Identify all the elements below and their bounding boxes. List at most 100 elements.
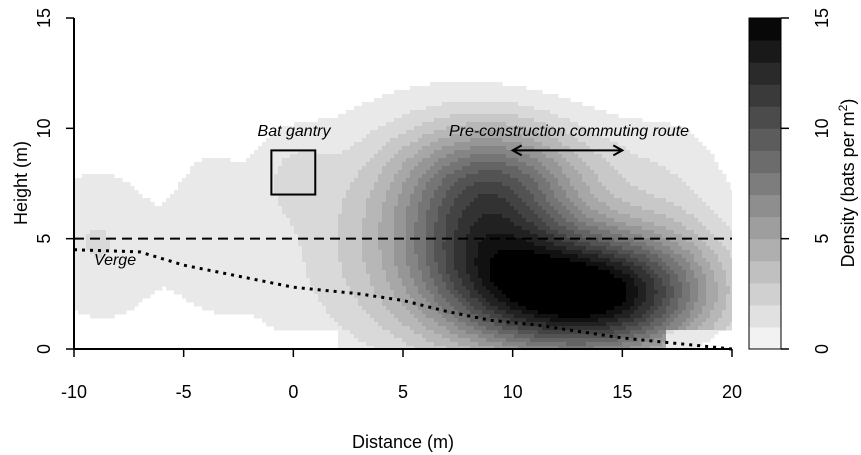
heatmap-cell (374, 178, 379, 183)
heatmap-cell (382, 242, 387, 247)
heatmap-cell (410, 146, 415, 151)
heatmap-cell (394, 342, 399, 347)
heatmap-cell (458, 90, 463, 95)
heatmap-cell (342, 294, 347, 299)
heatmap-cell (422, 122, 427, 127)
heatmap-cell (462, 218, 467, 223)
heatmap-cell (126, 182, 131, 187)
heatmap-cell (130, 234, 135, 239)
heatmap-cell (142, 198, 147, 203)
heatmap-cell (246, 270, 251, 275)
heatmap-cell (190, 202, 195, 207)
heatmap-cell (318, 158, 323, 163)
heatmap-cell (414, 222, 419, 227)
heatmap-cell (98, 262, 103, 267)
heatmap-cell (218, 190, 223, 195)
heatmap-cell (350, 218, 355, 223)
heatmap-cell (286, 326, 291, 331)
heatmap-cell (370, 134, 375, 139)
heatmap-cell (290, 146, 295, 151)
heatmap-cell (282, 310, 287, 315)
heatmap-cell (310, 218, 315, 223)
heatmap-cell (366, 266, 371, 271)
heatmap-cell (182, 222, 187, 227)
heatmap-cell (470, 110, 475, 115)
heatmap-cell (474, 186, 479, 191)
heatmap-cell (350, 262, 355, 267)
heatmap-cell (454, 150, 459, 155)
heatmap-cell (222, 302, 227, 307)
heatmap-cell (354, 110, 359, 115)
heatmap-cell (394, 170, 399, 175)
heatmap-cell (422, 242, 427, 247)
heatmap-cell (210, 298, 215, 303)
heatmap-cell (306, 266, 311, 271)
heatmap-cell (314, 214, 319, 219)
heatmap-cell (370, 330, 375, 335)
heatmap-cell (134, 290, 139, 295)
heatmap-cell (322, 258, 327, 263)
heatmap-cell (398, 194, 403, 199)
heatmap-cell (402, 110, 407, 115)
heatmap-cell (310, 158, 315, 163)
heatmap-cell (274, 194, 279, 199)
heatmap-cell (378, 190, 383, 195)
heatmap-cell (214, 194, 219, 199)
heatmap-cell (158, 282, 163, 287)
heatmap-cell (98, 190, 103, 195)
heatmap-cell (466, 158, 471, 163)
heatmap-cell (442, 238, 447, 243)
heatmap-cell (362, 234, 367, 239)
heatmap-cell (198, 198, 203, 203)
heatmap-cell (394, 290, 399, 295)
heatmap-cell (446, 218, 451, 223)
heatmap-cell (486, 174, 491, 179)
heatmap-cell (290, 162, 295, 167)
heatmap-cell (434, 242, 439, 247)
heatmap-cell (378, 222, 383, 227)
heatmap-cell (462, 326, 467, 331)
heatmap-cell (366, 234, 371, 239)
heatmap-cell (138, 266, 143, 271)
heatmap-cell (406, 286, 411, 291)
heatmap-cell (402, 202, 407, 207)
heatmap-cell (162, 218, 167, 223)
heatmap-cell (374, 226, 379, 231)
heatmap-cell (206, 170, 211, 175)
heatmap-cell (82, 230, 87, 235)
heatmap-cell (110, 278, 115, 283)
heatmap-cell (358, 302, 363, 307)
heatmap-cell (454, 298, 459, 303)
heatmap-cell (414, 146, 419, 151)
heatmap-cell (210, 198, 215, 203)
heatmap-cell (322, 282, 327, 287)
heatmap-cell (386, 334, 391, 339)
heatmap-cell (110, 230, 115, 235)
heatmap-cell (266, 290, 271, 295)
heatmap-cell (410, 294, 415, 299)
heatmap-cell (74, 262, 79, 267)
heatmap-cell (302, 154, 307, 159)
heatmap-cell (430, 266, 435, 271)
heatmap-cell (198, 166, 203, 171)
heatmap-cell (386, 178, 391, 183)
heatmap-cell (194, 250, 199, 255)
heatmap-cell (318, 190, 323, 195)
heatmap-cell (438, 338, 443, 343)
heatmap-cell (378, 138, 383, 143)
heatmap-cell (290, 218, 295, 223)
heatmap-cell (442, 270, 447, 275)
heatmap-cell (234, 270, 239, 275)
heatmap-cell (410, 262, 415, 267)
heatmap-cell (154, 226, 159, 231)
heatmap-cell (350, 226, 355, 231)
heatmap-cell (370, 246, 375, 251)
heatmap-cell (286, 234, 291, 239)
heatmap-cell (454, 286, 459, 291)
heatmap-cell (270, 146, 275, 151)
heatmap-cell (266, 206, 271, 211)
heatmap-cell (470, 198, 475, 203)
heatmap-cell (470, 250, 475, 255)
heatmap-cell (242, 298, 247, 303)
heatmap-cell (430, 302, 435, 307)
